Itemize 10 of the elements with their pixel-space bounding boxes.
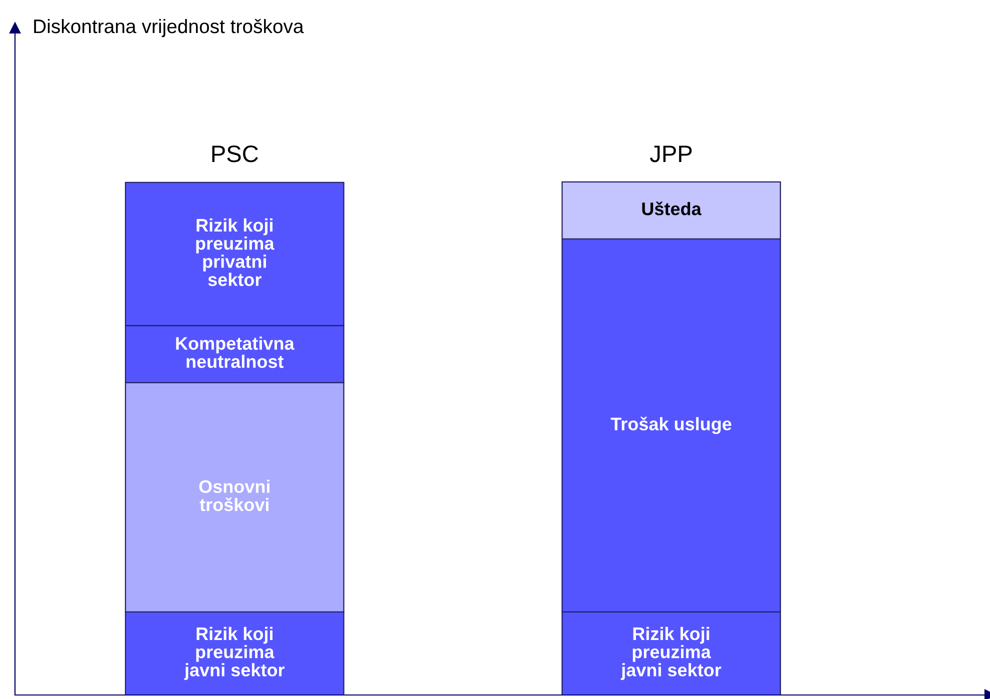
series-label: Osnovni troškovi <box>199 480 270 512</box>
series-label: Rizik koji preuzima javni sektor <box>184 626 285 680</box>
x-tick-label: JPP <box>650 146 692 162</box>
text: Diskontrana vrijednost troškova <box>34 18 304 38</box>
x-tick-label: PSC <box>212 146 258 162</box>
series-label: Rizik koji preuzima privatni sektor <box>196 218 274 286</box>
series-label: Ušteda <box>642 202 702 216</box>
series-label: Kompetativna neutralnost <box>176 336 294 368</box>
text: Rizik koji preuzima javni sektor <box>620 626 722 680</box>
series-label: Trošak usluge <box>610 416 732 434</box>
